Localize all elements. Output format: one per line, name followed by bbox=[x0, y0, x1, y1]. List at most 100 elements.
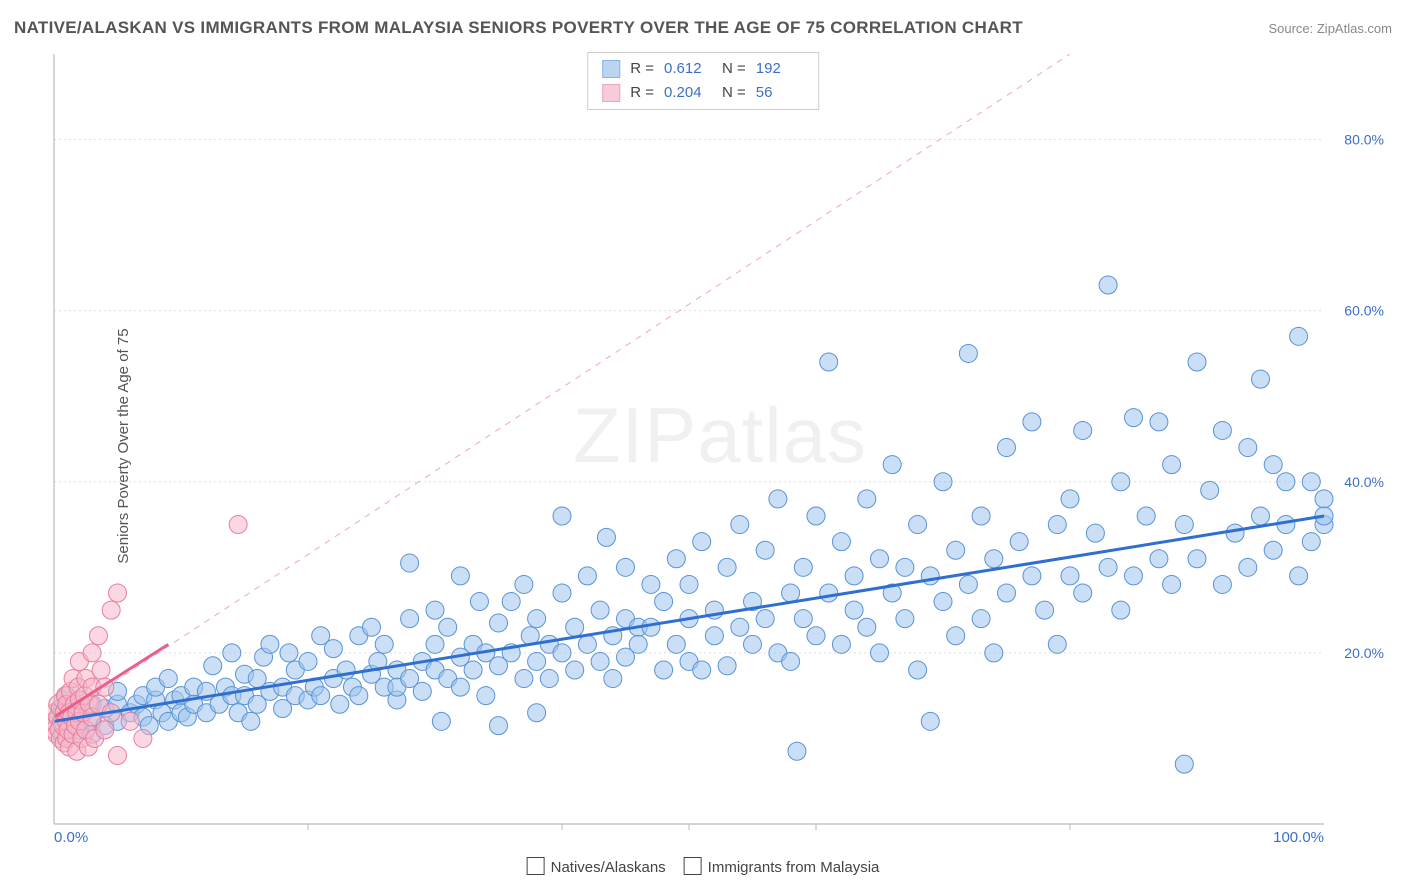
data-point-blue bbox=[1099, 276, 1117, 294]
data-point-pink bbox=[89, 627, 107, 645]
data-point-blue bbox=[553, 584, 571, 602]
data-point-blue bbox=[1277, 473, 1295, 491]
y-tick-label: 40.0% bbox=[1344, 474, 1384, 490]
data-point-blue bbox=[998, 584, 1016, 602]
data-point-blue bbox=[223, 644, 241, 662]
data-point-blue bbox=[782, 584, 800, 602]
data-point-blue bbox=[1302, 473, 1320, 491]
data-point-pink bbox=[109, 584, 127, 602]
data-point-blue bbox=[731, 516, 749, 534]
data-point-blue bbox=[597, 528, 615, 546]
data-point-blue bbox=[896, 610, 914, 628]
legend-swatch-pink bbox=[602, 84, 620, 102]
x-tick-label-right: 100.0% bbox=[1273, 829, 1324, 844]
data-point-blue bbox=[528, 652, 546, 670]
data-point-blue bbox=[1112, 473, 1130, 491]
data-point-blue bbox=[401, 554, 419, 572]
data-point-blue bbox=[1175, 516, 1193, 534]
legend-swatch-blue bbox=[527, 857, 545, 875]
y-tick-label: 60.0% bbox=[1344, 303, 1384, 319]
data-point-blue bbox=[1112, 601, 1130, 619]
data-point-blue bbox=[731, 618, 749, 636]
data-point-blue bbox=[1074, 421, 1092, 439]
data-point-blue bbox=[324, 640, 342, 658]
data-point-blue bbox=[985, 644, 1003, 662]
data-point-blue bbox=[858, 490, 876, 508]
legend-swatch-pink bbox=[684, 857, 702, 875]
data-point-blue bbox=[1252, 507, 1270, 525]
data-point-blue bbox=[490, 614, 508, 632]
data-point-blue bbox=[667, 635, 685, 653]
data-point-blue bbox=[629, 635, 647, 653]
data-point-blue bbox=[972, 610, 990, 628]
data-point-blue bbox=[363, 618, 381, 636]
data-point-blue bbox=[1048, 635, 1066, 653]
data-point-blue bbox=[566, 618, 584, 636]
data-point-blue bbox=[312, 687, 330, 705]
r-value: 0.612 bbox=[664, 57, 712, 81]
data-point-blue bbox=[1086, 524, 1104, 542]
data-point-pink bbox=[96, 721, 114, 739]
series-legend: Natives/AlaskansImmigrants from Malaysia bbox=[527, 857, 880, 876]
data-point-blue bbox=[1290, 567, 1308, 585]
data-point-blue bbox=[718, 657, 736, 675]
data-point-blue bbox=[1213, 575, 1231, 593]
data-point-blue bbox=[299, 652, 317, 670]
data-point-blue bbox=[439, 618, 457, 636]
data-point-blue bbox=[578, 567, 596, 585]
correlation-legend: R =0.612N =192R =0.204N =56 bbox=[587, 52, 819, 110]
data-point-blue bbox=[642, 575, 660, 593]
data-point-pink bbox=[109, 747, 127, 765]
data-point-blue bbox=[540, 670, 558, 688]
data-point-blue bbox=[756, 541, 774, 559]
data-point-blue bbox=[1074, 584, 1092, 602]
data-point-blue bbox=[451, 567, 469, 585]
data-point-blue bbox=[242, 712, 260, 730]
data-point-blue bbox=[591, 652, 609, 670]
data-point-blue bbox=[1061, 567, 1079, 585]
data-point-blue bbox=[464, 661, 482, 679]
legend-label: Immigrants from Malaysia bbox=[708, 859, 880, 876]
data-point-blue bbox=[1048, 516, 1066, 534]
data-point-blue bbox=[553, 644, 571, 662]
data-point-pink bbox=[121, 712, 139, 730]
data-point-blue bbox=[502, 593, 520, 611]
data-point-blue bbox=[432, 712, 450, 730]
data-point-blue bbox=[769, 490, 787, 508]
data-point-blue bbox=[426, 601, 444, 619]
data-point-blue bbox=[1315, 490, 1333, 508]
data-point-blue bbox=[788, 742, 806, 760]
data-point-blue bbox=[934, 473, 952, 491]
data-point-blue bbox=[553, 507, 571, 525]
data-point-blue bbox=[1125, 567, 1143, 585]
legend-swatch-blue bbox=[602, 60, 620, 78]
data-point-blue bbox=[807, 507, 825, 525]
legend-row: R =0.612N =192 bbox=[602, 57, 804, 81]
data-point-blue bbox=[845, 567, 863, 585]
data-point-blue bbox=[490, 717, 508, 735]
ideal-line bbox=[54, 54, 1070, 721]
data-point-blue bbox=[832, 635, 850, 653]
data-point-blue bbox=[972, 507, 990, 525]
data-point-blue bbox=[756, 610, 774, 628]
data-point-blue bbox=[909, 661, 927, 679]
data-point-pink bbox=[134, 729, 152, 747]
data-point-blue bbox=[1125, 409, 1143, 427]
source-link[interactable]: ZipAtlas.com bbox=[1317, 21, 1392, 36]
data-point-blue bbox=[1188, 353, 1206, 371]
n-label: N = bbox=[722, 81, 746, 105]
data-point-blue bbox=[451, 678, 469, 696]
data-point-pink bbox=[229, 516, 247, 534]
y-tick-label: 20.0% bbox=[1344, 645, 1384, 661]
data-point-blue bbox=[159, 670, 177, 688]
data-point-blue bbox=[1010, 533, 1028, 551]
source-attribution: Source: ZipAtlas.com bbox=[1268, 21, 1392, 36]
data-point-blue bbox=[832, 533, 850, 551]
data-point-blue bbox=[1023, 413, 1041, 431]
data-point-blue bbox=[591, 601, 609, 619]
data-point-blue bbox=[820, 353, 838, 371]
data-point-blue bbox=[477, 687, 495, 705]
n-value: 192 bbox=[756, 57, 804, 81]
data-point-blue bbox=[604, 670, 622, 688]
data-point-blue bbox=[655, 593, 673, 611]
